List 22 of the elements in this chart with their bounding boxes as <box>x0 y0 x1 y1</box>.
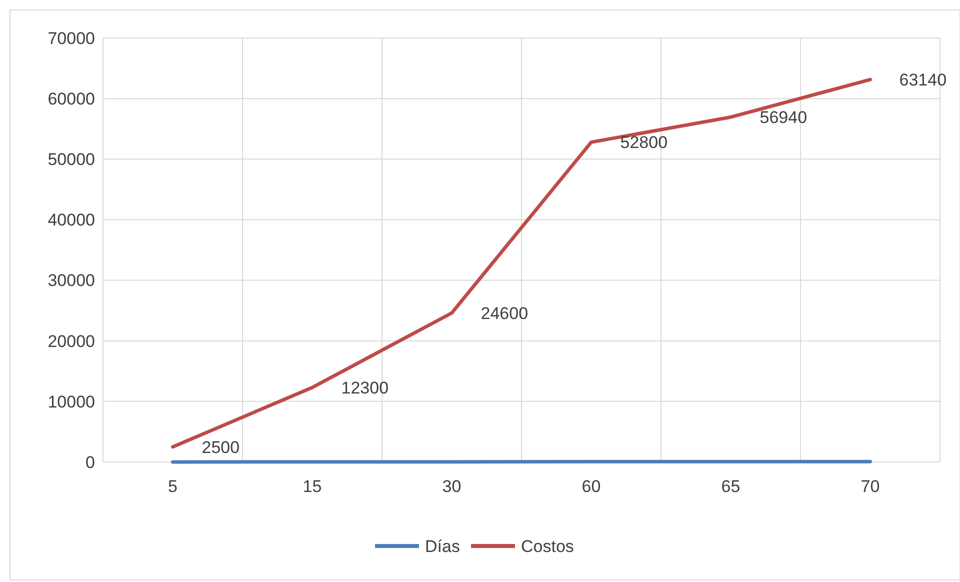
x-tick-label: 65 <box>721 477 740 496</box>
y-tick-label: 70000 <box>48 28 95 48</box>
legend-label: Costos <box>521 536 574 556</box>
legend-label: Días <box>425 536 460 556</box>
x-tick-label: 5 <box>168 477 178 496</box>
y-tick-label: 30000 <box>48 271 95 290</box>
y-tick-label: 40000 <box>48 210 95 230</box>
data-label: 2500 <box>202 438 240 457</box>
y-tick-label: 10000 <box>48 392 95 412</box>
y-tick-label: 50000 <box>48 150 95 170</box>
x-tick-label: 60 <box>582 477 601 496</box>
y-tick-label: 20000 <box>48 332 95 351</box>
x-tick-label: 70 <box>860 477 880 496</box>
y-tick-label: 0 <box>86 452 95 472</box>
data-label: 24600 <box>480 304 528 323</box>
x-tick-label: 15 <box>302 477 322 496</box>
data-label: 63140 <box>899 70 947 90</box>
y-tick-label: 60000 <box>48 90 95 109</box>
data-label: 12300 <box>341 378 389 398</box>
x-tick-label: 30 <box>442 477 462 496</box>
data-label: 52800 <box>620 133 668 152</box>
data-label: 56940 <box>760 108 808 128</box>
